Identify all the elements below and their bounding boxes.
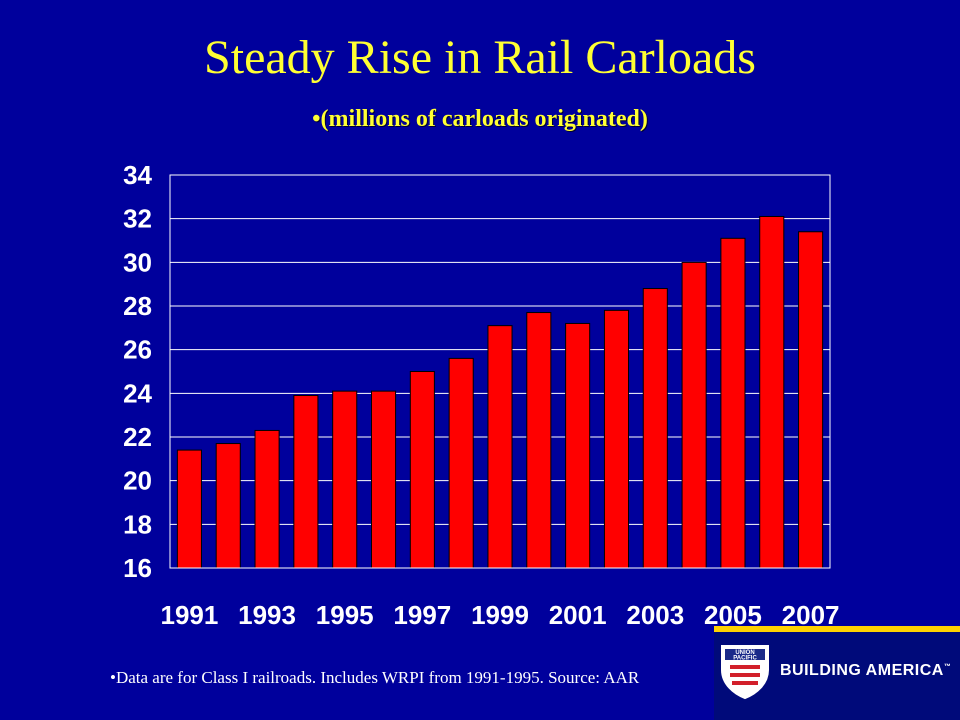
chart-subtitle: •(millions of carloads originated)	[312, 106, 648, 132]
bars	[176, 215, 824, 569]
x-tick-label: 2001	[549, 600, 607, 630]
accent-stripe	[714, 626, 960, 632]
bar-1995	[332, 390, 358, 569]
y-tick-label: 28	[123, 291, 152, 321]
y-tick-label: 16	[123, 553, 152, 583]
y-tick-label: 34	[123, 160, 152, 190]
x-tick-label: 1995	[316, 600, 374, 630]
union-pacific-shield-icon: UNION PACIFIC	[721, 645, 769, 700]
plot-border	[169, 174, 831, 569]
x-tick-label: 1999	[471, 600, 529, 630]
x-tick-label: 2003	[626, 600, 684, 630]
x-tick-label: 1997	[393, 600, 451, 630]
y-tick-label: 22	[123, 422, 152, 452]
y-tick-label: 20	[123, 466, 152, 496]
bar-1999	[487, 325, 513, 569]
y-axis-ticks: 16 18 20 22 24 26 28 30 32 34	[123, 160, 152, 583]
bar-2002	[603, 309, 630, 569]
bar-2003	[642, 288, 668, 569]
chart-title: Steady Rise in Rail Carloads	[204, 31, 756, 84]
bar-2004	[681, 261, 707, 569]
x-tick-label: 1993	[238, 600, 296, 630]
bar-1992	[215, 443, 241, 569]
y-tick-label: 26	[123, 335, 152, 365]
logo-tagline: BUILDING AMERICA™	[780, 662, 952, 679]
x-tick-label: 1991	[160, 600, 218, 630]
bar-1998	[448, 357, 474, 569]
bar-1997	[409, 371, 435, 569]
y-tick-label: 30	[123, 247, 152, 277]
footnote: •Data are for Class I railroads. Include…	[110, 668, 640, 687]
y-tick-label: 18	[123, 509, 152, 539]
bar-2007	[798, 231, 824, 569]
bar-1993	[254, 429, 280, 569]
x-tick-label: 2007	[782, 600, 840, 630]
y-tick-label: 24	[123, 378, 152, 408]
bar-1996	[370, 390, 397, 569]
bar-2001	[565, 322, 591, 569]
trademark-symbol: ™	[943, 663, 952, 671]
x-axis-ticks: 1991 1993 1995 1997 1999 2001 2003 2005 2007	[160, 600, 839, 630]
x-tick-label: 2005	[704, 600, 762, 630]
bar-2000	[526, 312, 552, 569]
bar-1994	[293, 395, 319, 569]
svg-text:UNION: UNION	[735, 650, 754, 656]
y-tick-label: 32	[123, 204, 152, 234]
svg-text:PACIFIC: PACIFIC	[733, 656, 757, 662]
bar-2005	[720, 237, 746, 569]
bar-1991	[176, 449, 202, 569]
bar-2006	[759, 215, 785, 569]
